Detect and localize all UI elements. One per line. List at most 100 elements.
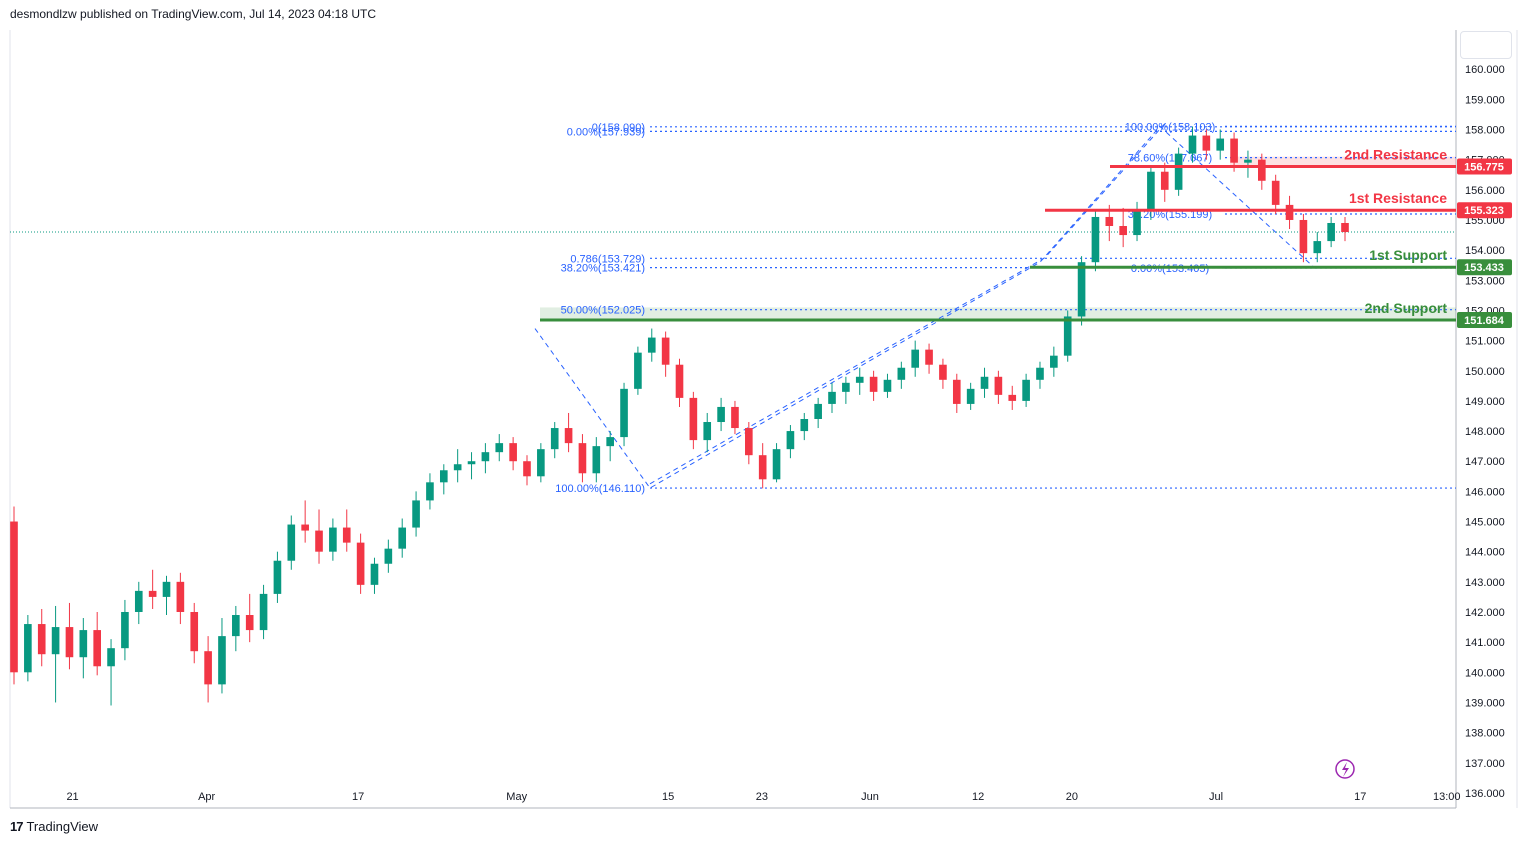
level-price-tag-bg (1457, 311, 1512, 328)
fib-level-label: 78.60%(157.067) (1128, 153, 1212, 165)
candle-body (939, 364, 947, 380)
candle-body (176, 581, 185, 612)
candle-body (356, 542, 365, 585)
candle-body (1077, 262, 1086, 317)
level-zones (540, 156, 1456, 320)
tradingview-footer: 17 TradingView (10, 819, 98, 834)
price-tick-label: 140.000 (1465, 667, 1505, 679)
candle-body (634, 352, 642, 389)
level-name: 1st Resistance (1349, 190, 1447, 206)
fib-level-label: 38.20%(153.421) (561, 263, 645, 275)
time-tick-label: 12 (972, 791, 984, 803)
fib-retracements: 0(158.090)0.00%(157.939)0.786(153.729)38… (10, 121, 1456, 495)
scale-button[interactable] (1460, 31, 1512, 59)
price-tick-label: 143.000 (1465, 577, 1505, 589)
candle-body (1147, 171, 1155, 211)
candle-body (259, 593, 268, 631)
price-tick-label: 150.000 (1465, 366, 1505, 378)
candle-body (661, 337, 670, 365)
candle-body (786, 431, 795, 450)
candle-body (550, 428, 559, 450)
price-axis[interactable]: 136.000 137.000 138.000 139.000 140.000 141.0… (1465, 64, 1505, 800)
candle-body (745, 428, 753, 456)
candle-body (495, 443, 504, 453)
candle-body (204, 651, 212, 685)
candle-body (966, 388, 975, 404)
fib-level-label: 0.00%(153.405) (1131, 263, 1209, 275)
level-price-tags: 156.775 155.323 153.433 151.684 (1457, 158, 1512, 328)
candle-body (121, 611, 129, 649)
candle-body (93, 630, 102, 667)
candle-body (1036, 367, 1044, 380)
price-tick-label: 159.000 (1465, 94, 1505, 106)
candle-body (315, 530, 323, 552)
level-price-tag: 153.433 (1464, 262, 1504, 274)
flash-icon[interactable] (1335, 759, 1355, 779)
price-tick-label: 151.000 (1465, 336, 1505, 348)
candle-body (384, 548, 393, 564)
candle-body (412, 500, 420, 528)
candle-body (287, 524, 296, 561)
level-price-tag: 151.684 (1464, 315, 1505, 327)
footer-brand: TradingView (26, 819, 99, 834)
candle-body (426, 482, 434, 501)
candle-body (370, 563, 379, 585)
candle-body (1244, 159, 1252, 163)
price-tick-label: 144.000 (1465, 547, 1505, 559)
candle-body (301, 524, 309, 531)
time-tick-label: Jun (861, 791, 879, 803)
fib-level-label: 0(158.090) (592, 122, 645, 134)
candle-body (24, 624, 32, 673)
candle-body (855, 376, 864, 383)
candle-body (620, 388, 628, 438)
candle-body (647, 337, 656, 353)
candle-body (564, 428, 573, 444)
candle-body (897, 367, 906, 380)
candle-body (1091, 216, 1100, 263)
level-lines: 2nd Resistance 1st Resistance 1st Support 2… (540, 146, 1456, 322)
time-tick-label: May (506, 791, 527, 803)
candle-body (1327, 222, 1335, 242)
level-price-tag: 156.775 (1464, 161, 1504, 173)
candle-body (10, 521, 18, 673)
fib-level-label: 0.786(153.729) (570, 253, 645, 265)
candle-body (952, 379, 961, 404)
candle-body (675, 364, 684, 398)
candle-body (814, 403, 822, 419)
candle-body (869, 376, 878, 392)
level-name: 2nd Support (1365, 300, 1448, 316)
resistance-zone (1230, 156, 1456, 167)
price-tick-label: 141.000 (1465, 637, 1505, 649)
candle-body (453, 464, 462, 471)
candle-body (1285, 204, 1294, 220)
candle-body (1188, 135, 1197, 154)
level-name: 1st Support (1369, 247, 1447, 263)
candle-body (232, 615, 240, 637)
candle-body (772, 449, 781, 480)
candle-body (162, 581, 171, 597)
level-price-tag-bg (1457, 259, 1512, 276)
candle-body (1160, 171, 1169, 190)
candle-body (273, 560, 282, 594)
candle-body (1216, 138, 1225, 151)
candle-body (828, 391, 836, 404)
candle-body (980, 376, 989, 389)
price-tick-label: 156.000 (1465, 185, 1505, 197)
candle-body (398, 527, 407, 549)
candle-body (79, 630, 88, 658)
candle-body (1257, 159, 1266, 181)
candle-body (800, 419, 809, 432)
price-tick-label: 160.000 (1465, 64, 1505, 76)
publisher-header: desmondlzw published on TradingView.com,… (10, 7, 376, 21)
price-tick-label: 158.000 (1465, 125, 1505, 137)
candle-body (925, 349, 933, 365)
price-tick-label: 137.000 (1465, 758, 1505, 770)
time-tick-label: Apr (198, 791, 215, 803)
fib-level-label: 50.00%(152.025) (561, 305, 645, 317)
candle-body (1133, 210, 1141, 236)
time-axis[interactable]: 21 Apr 17 May 15 23 Jun 12 20 Jul 17 13:00 (66, 791, 1460, 803)
level-price-tag: 155.323 (1464, 205, 1504, 217)
price-tick-label: 153.000 (1465, 275, 1505, 287)
candle-body (731, 406, 739, 429)
